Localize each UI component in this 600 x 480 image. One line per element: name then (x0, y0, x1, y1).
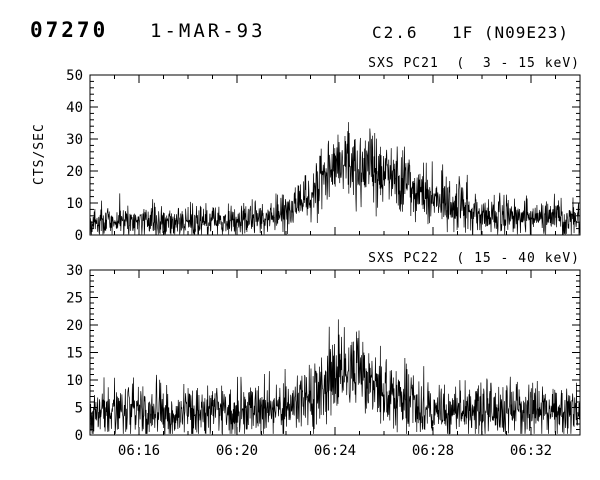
y-tick-label: 10 (66, 373, 83, 389)
event-date: 1-MAR-93 (150, 20, 266, 42)
event-number: 07270 (30, 18, 109, 42)
panel2-title: SXS PC22 ( 15 - 40 keV) (368, 251, 580, 266)
y-tick-label: 30 (66, 132, 83, 148)
y-tick-label: 20 (66, 164, 83, 180)
y-tick-label: 25 (66, 291, 83, 307)
y-tick-label: 5 (75, 401, 83, 417)
panel1-title: SXS PC21 ( 3 - 15 keV) (368, 56, 580, 71)
y-tick-label: 50 (66, 68, 83, 84)
y-tick-label: 10 (66, 196, 83, 212)
x-tick-label: 06:20 (216, 443, 258, 459)
x-tick-label: 06:24 (314, 443, 356, 459)
goes-class: C2.6 (372, 23, 419, 42)
flare-position: 1F (N09E23) (452, 23, 569, 42)
panel-2: 0 5 10 15 20 25 30 06:16 06:20 06:24 06:28 06:32 (66, 263, 581, 459)
x-tick-label: 06:32 (510, 443, 552, 459)
y-tick-label: 20 (66, 318, 83, 334)
lightcurve-trace (89, 319, 581, 435)
y-tick-label: 40 (66, 100, 83, 116)
y-tick-label: 0 (75, 228, 83, 244)
lightcurve-trace (89, 122, 581, 235)
y-tick-label: 30 (66, 263, 83, 279)
y-tick-label: 15 (66, 346, 83, 362)
y-tick-label: 0 (75, 428, 83, 444)
x-tick-label: 06:16 (118, 443, 160, 459)
x-tick-label: 06:28 (412, 443, 454, 459)
panel-1: 0 10 20 30 40 50 (66, 68, 581, 244)
